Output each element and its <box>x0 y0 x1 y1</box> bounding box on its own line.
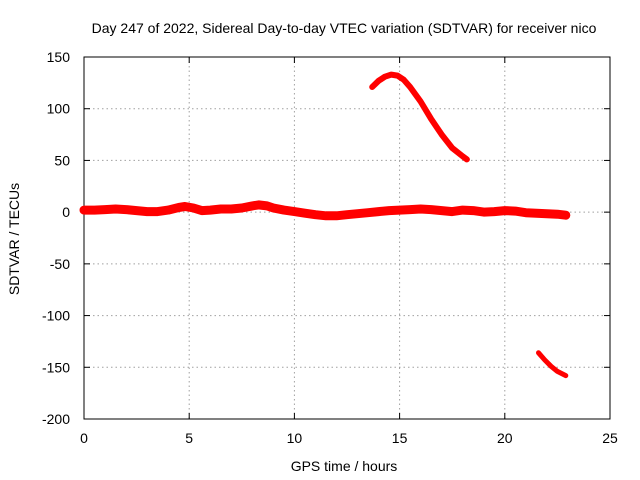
y-tick-label: 50 <box>54 152 70 168</box>
series-line-upper-arc <box>369 71 470 163</box>
x-axis-title: GPS time / hours <box>291 458 398 474</box>
y-tick-label: -150 <box>42 359 70 375</box>
x-tick-label: 15 <box>392 430 408 446</box>
chart-title: Day 247 of 2022, Sidereal Day-to-day VTE… <box>92 20 597 36</box>
series-line-main <box>79 200 571 221</box>
series-layer <box>79 71 571 379</box>
tick-layer: 0 5 10 15 20 25 150 100 50 0 -50 -100 -150 -200 <box>42 49 618 446</box>
x-tick-label: 0 <box>80 430 88 446</box>
y-tick-label: 0 <box>62 204 70 220</box>
y-tick-label: 150 <box>47 49 71 65</box>
x-tick-label: 5 <box>185 430 193 446</box>
x-tick-label: 10 <box>287 430 303 446</box>
y-tick-label: 100 <box>47 101 71 117</box>
x-tick-label: 25 <box>602 430 618 446</box>
y-tick-label: -100 <box>42 308 70 324</box>
x-tick-label: 20 <box>497 430 513 446</box>
plot-frame <box>83 56 611 420</box>
y-tick-label: -200 <box>42 411 70 427</box>
series-line-lower-tail <box>536 350 569 379</box>
y-tick-label: -50 <box>50 256 70 272</box>
grid-layer <box>84 57 610 419</box>
y-axis-title: SDTVAR / TECUs <box>6 183 22 295</box>
